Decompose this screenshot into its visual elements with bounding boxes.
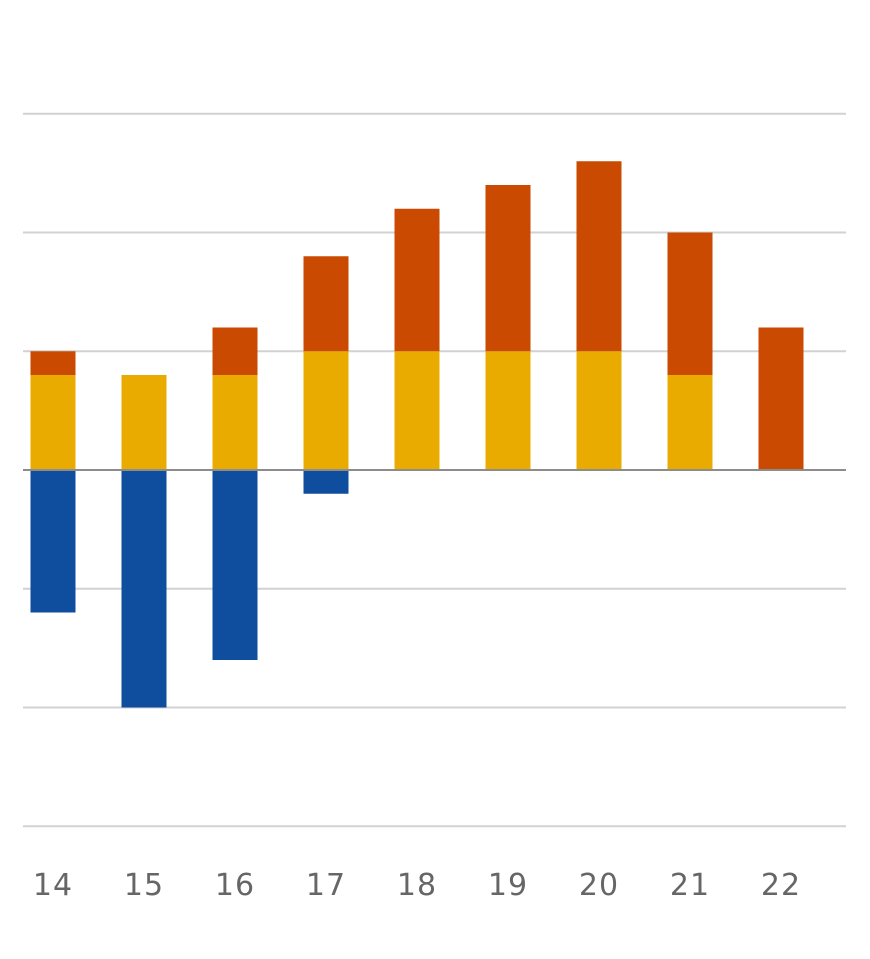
bar-segment-18-s2 — [394, 351, 440, 470]
bar-segment-21-s3 — [667, 232, 713, 375]
bar-segment-21-s2 — [667, 375, 713, 470]
bar-segment-16-s3 — [212, 327, 258, 375]
bar-segment-16-s2 — [212, 375, 258, 470]
bar-segment-15-s1 — [121, 470, 167, 708]
bar-segment-20-s3 — [576, 161, 622, 352]
bar-segment-16-s1 — [212, 470, 258, 660]
x-tick-label: 21 — [670, 868, 710, 903]
bar-segment-22-s3 — [758, 327, 804, 470]
x-tick-label: 18 — [397, 868, 437, 903]
bar-segment-18-s3 — [394, 208, 440, 352]
x-tick-label: 19 — [488, 868, 528, 903]
bar-segment-14-s2 — [30, 375, 76, 470]
bar-segment-19-s3 — [485, 185, 531, 352]
bar-segment-17-s3 — [303, 256, 349, 352]
x-tick-label: 15 — [124, 868, 164, 903]
bar-segment-14-s3 — [30, 351, 76, 375]
x-tick-label: 14 — [33, 868, 73, 903]
bar-segment-17-s2 — [303, 351, 349, 470]
x-tick-label: 20 — [579, 868, 619, 903]
x-axis: 14 15 16 17 18 19 20 21 22 — [23, 469, 846, 903]
bar-segment-15-s2 — [121, 375, 167, 470]
bar-segment-20-s2 — [576, 351, 622, 470]
x-tick-label: 17 — [306, 868, 346, 903]
bar-segment-17-s1 — [303, 470, 349, 494]
bars — [30, 161, 804, 708]
bar-segment-19-s2 — [485, 351, 531, 470]
x-tick-label: 22 — [761, 868, 801, 903]
bar-segment-14-s1 — [30, 470, 76, 613]
x-tick-label: 16 — [215, 868, 255, 903]
